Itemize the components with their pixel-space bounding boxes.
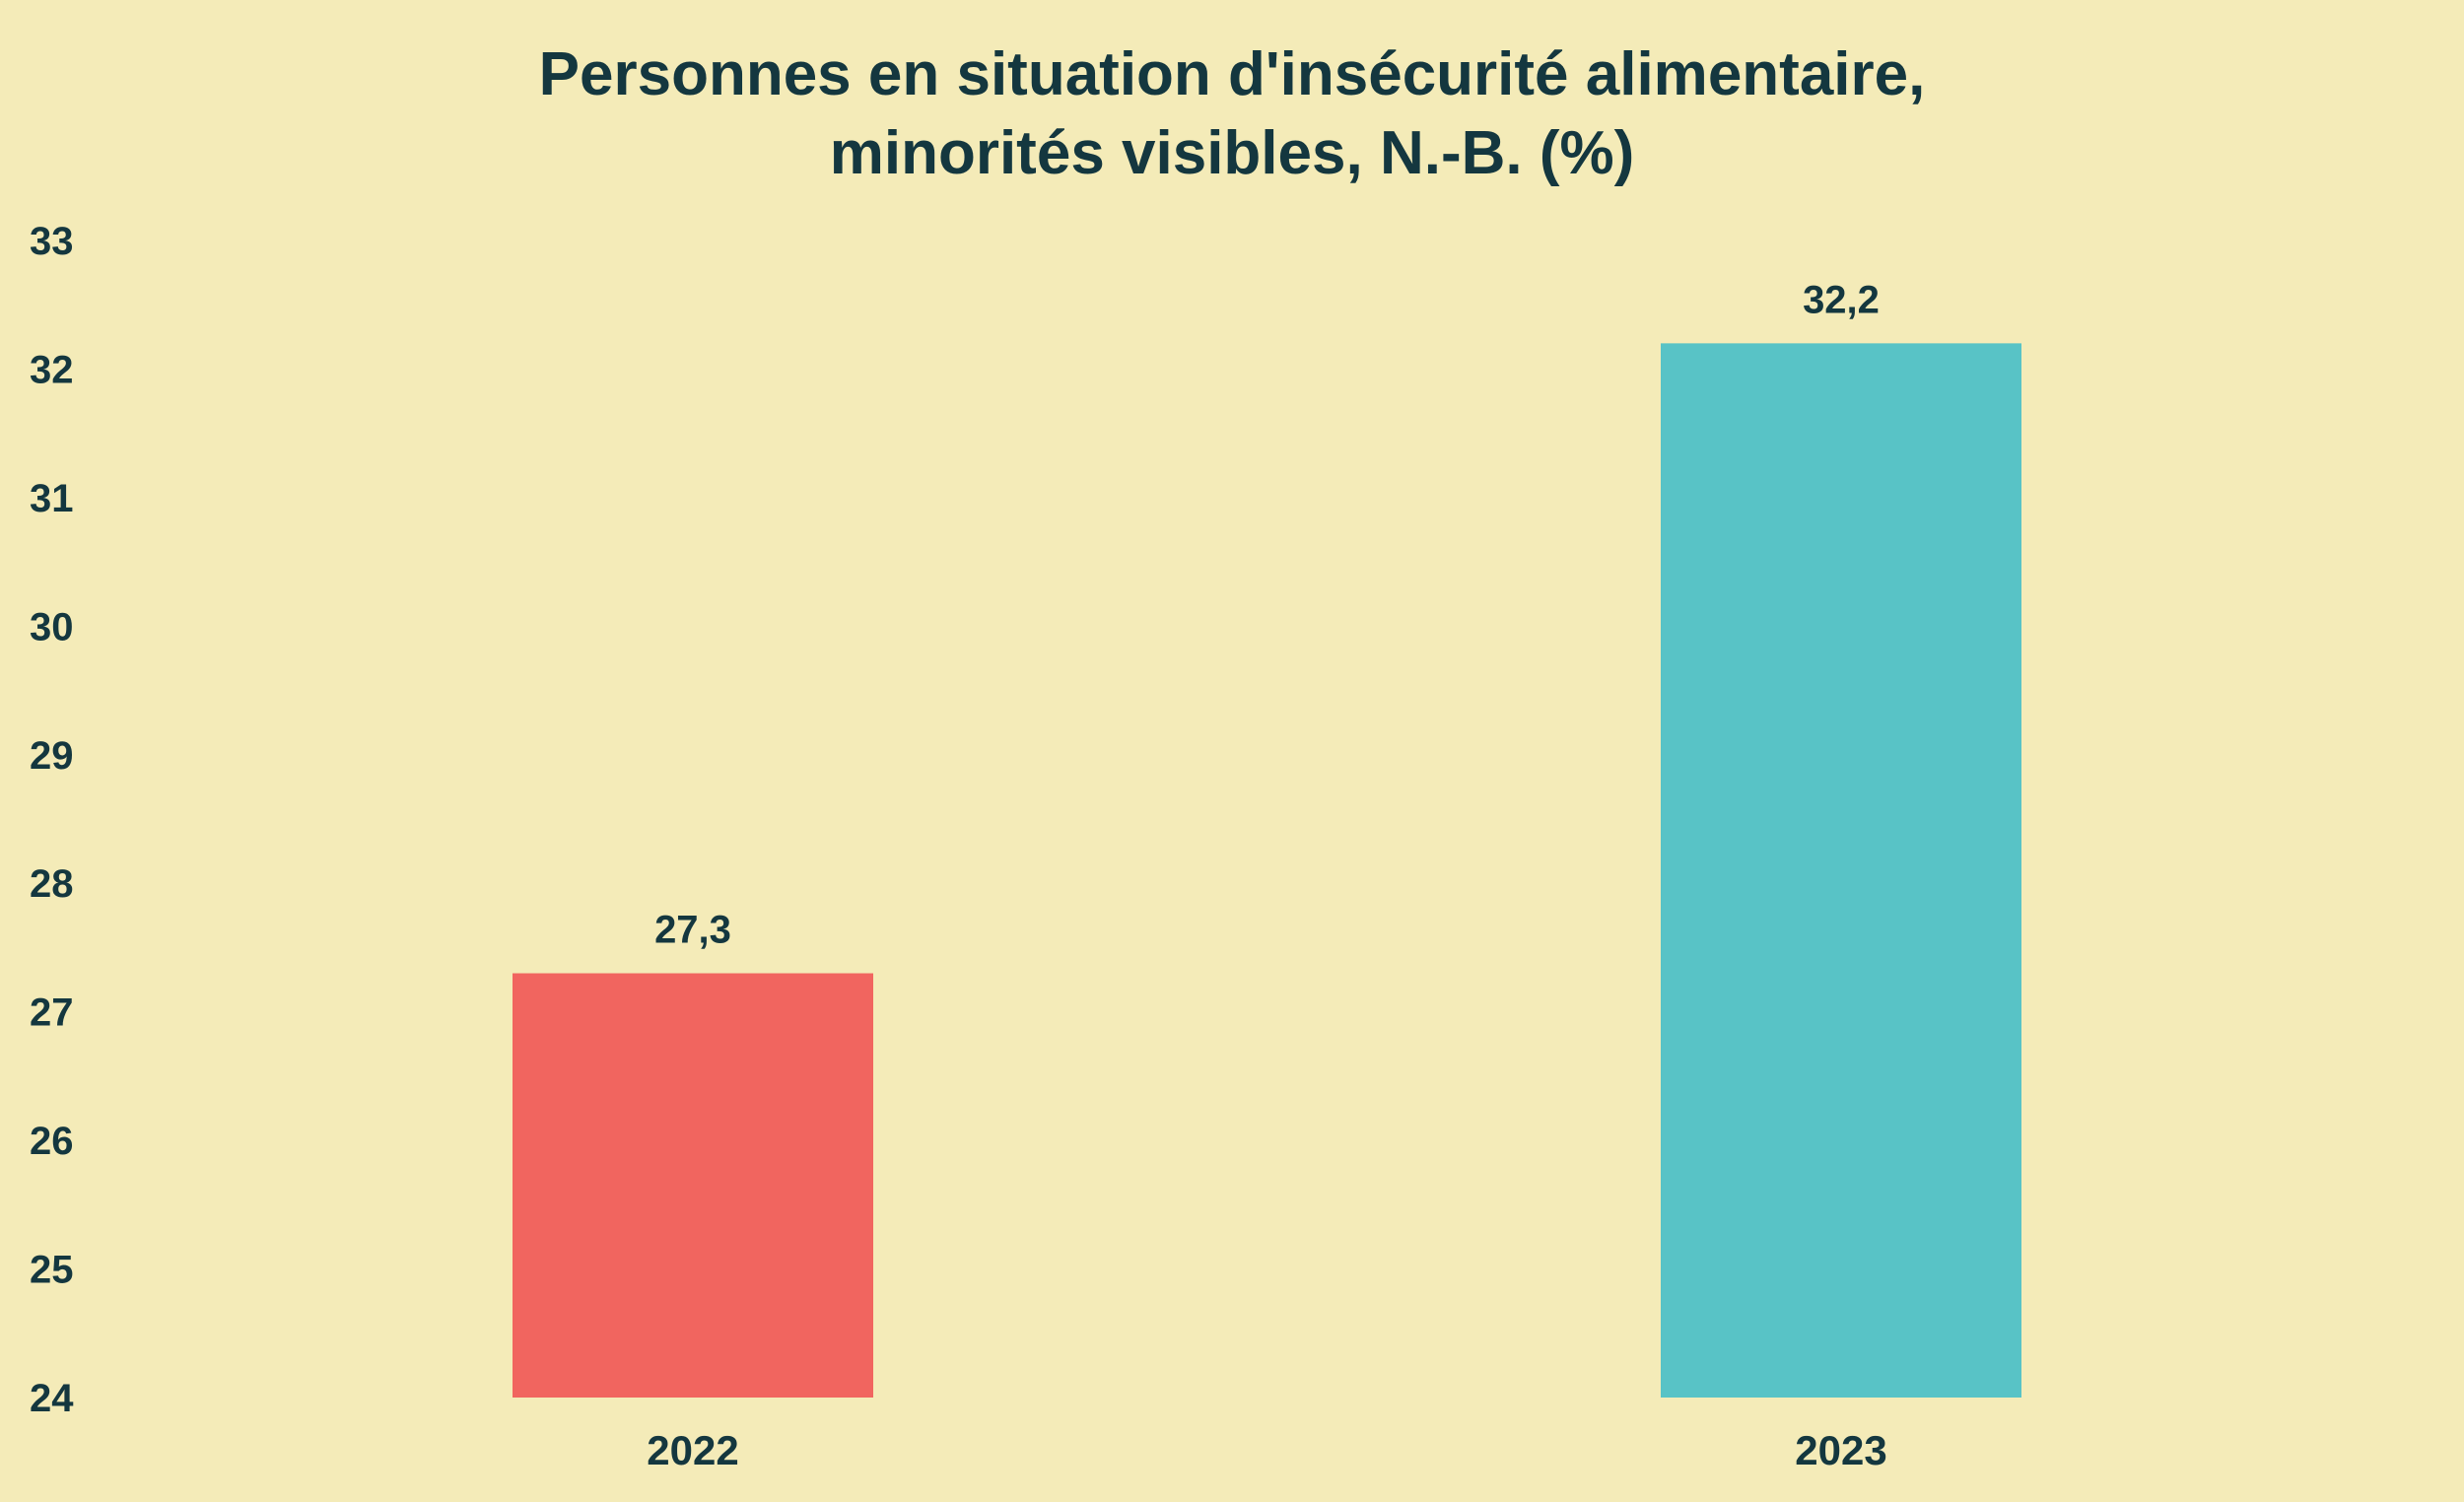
x-category-label-2022: 2022: [647, 1427, 738, 1473]
y-tick-label: 32: [30, 348, 74, 391]
y-tick-label: 31: [30, 477, 74, 520]
bars: [513, 343, 2021, 1398]
y-tick-label: 29: [30, 734, 74, 778]
y-tick-label: 28: [30, 862, 74, 906]
y-axis: 24 25 26 27 28 29 30 31 32 33: [30, 220, 74, 1420]
y-tick-label: 24: [30, 1377, 74, 1420]
value-label-2023: 32,2: [1803, 278, 1880, 321]
value-labels: 27,3 32,2: [654, 278, 1880, 951]
y-tick-label: 27: [30, 991, 74, 1035]
y-tick-label: 30: [30, 605, 74, 649]
bar-2022: [513, 973, 873, 1398]
x-category-label-2023: 2023: [1795, 1427, 1886, 1473]
y-tick-label: 26: [30, 1120, 74, 1163]
bar-2023: [1661, 343, 2021, 1398]
chart-title-line-1: Personnes en situation d'insécurité alim…: [539, 40, 1926, 108]
y-tick-label: 25: [30, 1249, 74, 1292]
x-axis: 2022 2023: [647, 1427, 1886, 1473]
chart-title-line-2: minorités visibles, N.-B. (%): [830, 119, 1635, 187]
value-label-2022: 27,3: [654, 909, 731, 952]
y-tick-label: 33: [30, 220, 74, 263]
